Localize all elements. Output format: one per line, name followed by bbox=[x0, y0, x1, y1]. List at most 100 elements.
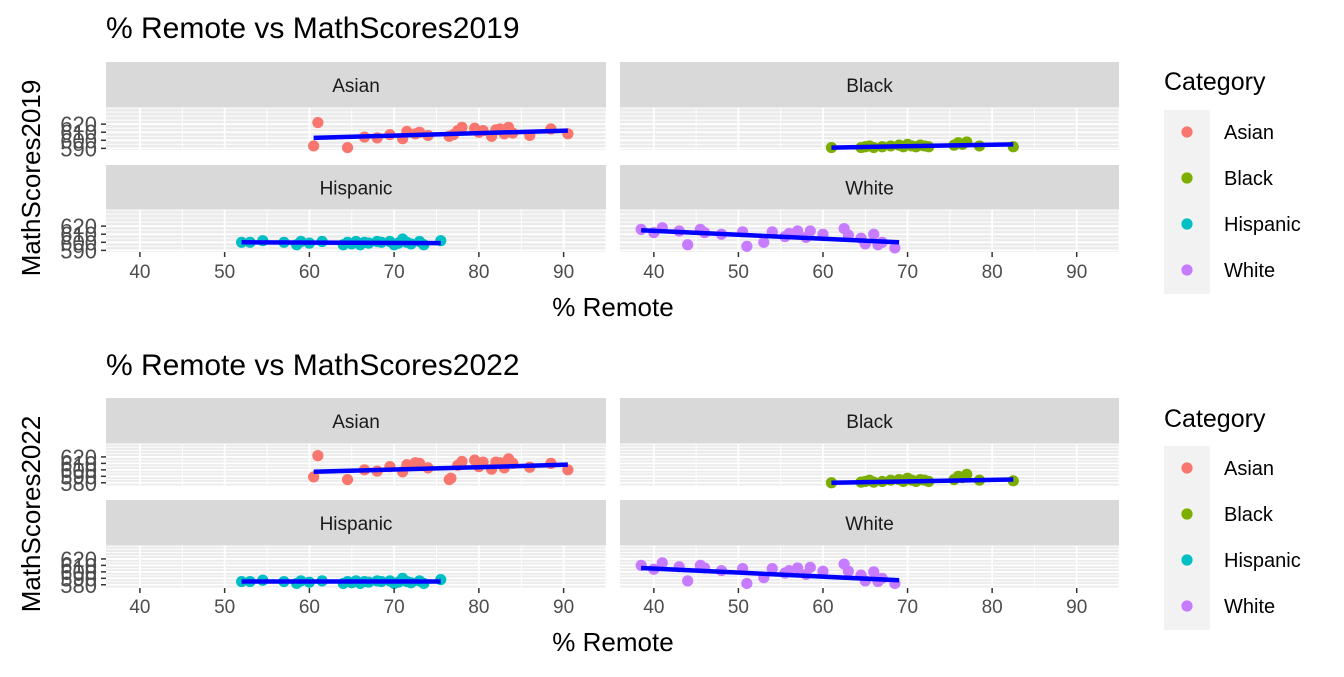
chart-panel-2: % Remote vs MathScores2022 MathScores2022… bbox=[16, 349, 1301, 657]
y-tick-label: 620 bbox=[60, 214, 97, 239]
trend-line bbox=[313, 128, 568, 141]
data-point bbox=[741, 577, 753, 590]
y-tick-label: 620 bbox=[60, 547, 97, 572]
data-point bbox=[792, 562, 804, 574]
facet-white: White 40 50 60 70 80 90 bbox=[620, 165, 1120, 283]
y-tick-label: 620 bbox=[60, 445, 97, 470]
facet-strip bbox=[620, 62, 1119, 108]
data-point bbox=[445, 472, 457, 484]
facet-black: Black bbox=[620, 398, 1120, 489]
data-point bbox=[456, 121, 468, 133]
chart-title: % Remote vs MathScores2019 bbox=[106, 12, 520, 45]
trend-line bbox=[831, 477, 1014, 486]
legend: Category Asian Black Hispanic White bbox=[1164, 405, 1301, 630]
x-tick-label: 90 bbox=[553, 597, 574, 618]
x-tick-label: 40 bbox=[643, 597, 664, 618]
y-tick-label: 610 bbox=[60, 222, 97, 247]
facet-strip-label: Hispanic bbox=[320, 179, 393, 200]
facet-strip-label: Asian bbox=[332, 412, 380, 433]
x-tick-label: 50 bbox=[728, 597, 749, 618]
legend-key-white bbox=[1181, 264, 1193, 276]
data-point bbox=[868, 566, 880, 578]
facet-black: Black bbox=[620, 62, 1120, 154]
trend-line bbox=[641, 565, 900, 583]
y-tick-label: 600 bbox=[60, 128, 97, 153]
x-axis-label: % Remote bbox=[552, 627, 673, 657]
y-tick-label: 610 bbox=[60, 553, 97, 578]
data-point bbox=[682, 575, 694, 587]
y-tick-label: 610 bbox=[60, 120, 97, 145]
trend-line bbox=[831, 142, 1014, 150]
x-tick-label: 80 bbox=[982, 597, 1003, 618]
facet-strip-label: White bbox=[845, 179, 894, 200]
x-tick-label: 40 bbox=[129, 262, 150, 283]
data-point bbox=[868, 228, 880, 240]
chart-title: % Remote vs MathScores2022 bbox=[106, 349, 520, 382]
legend-label-black: Black bbox=[1224, 168, 1274, 190]
legend-key-black bbox=[1181, 172, 1193, 184]
data-point bbox=[682, 239, 694, 251]
y-tick-label: 620 bbox=[60, 112, 97, 137]
facet-strip bbox=[106, 165, 606, 210]
legend-key-asian bbox=[1181, 462, 1193, 474]
data-point bbox=[741, 240, 753, 252]
data-point bbox=[817, 565, 829, 577]
x-tick-label: 80 bbox=[468, 262, 489, 283]
panel-background bbox=[106, 108, 606, 150]
data-point bbox=[235, 236, 248, 248]
x-tick-label: 60 bbox=[812, 262, 833, 283]
y-tick-label: 600 bbox=[60, 560, 97, 585]
trend-line bbox=[641, 227, 900, 245]
trend-line bbox=[313, 462, 568, 475]
facet-strip-label: White bbox=[845, 514, 894, 535]
x-tick-label: 50 bbox=[728, 262, 749, 283]
x-tick-label: 80 bbox=[468, 597, 489, 618]
trend-line bbox=[241, 240, 441, 246]
facet-strip-label: Black bbox=[846, 76, 893, 97]
data-point bbox=[562, 464, 574, 476]
data-point bbox=[766, 563, 778, 575]
facet-strip-label: Asian bbox=[332, 76, 380, 97]
facet-strip bbox=[106, 398, 606, 444]
legend-key-black bbox=[1181, 508, 1193, 520]
legend-label-hispanic: Hispanic bbox=[1224, 214, 1301, 236]
facet-strip bbox=[620, 165, 1119, 210]
y-tick-label: 580 bbox=[60, 573, 97, 598]
x-tick-label: 70 bbox=[897, 597, 918, 618]
data-point bbox=[341, 473, 354, 486]
y-tick-label: 590 bbox=[60, 136, 97, 161]
data-point bbox=[804, 561, 816, 573]
data-point bbox=[961, 468, 973, 480]
legend-key-hispanic bbox=[1181, 554, 1193, 566]
y-tick-label: 590 bbox=[60, 566, 97, 591]
data-point bbox=[842, 565, 854, 577]
y-tick-label: 600 bbox=[60, 230, 97, 255]
x-tick-label: 90 bbox=[1066, 262, 1087, 283]
y-axis-label: MathScores2019 bbox=[16, 80, 46, 277]
legend-title: Category bbox=[1164, 405, 1266, 433]
data-point bbox=[889, 242, 901, 254]
y-tick-label: 590 bbox=[60, 238, 97, 263]
facet-strip bbox=[106, 62, 606, 108]
facet-strip bbox=[106, 500, 606, 546]
data-point bbox=[758, 236, 770, 248]
x-tick-label: 50 bbox=[214, 262, 235, 283]
y-tick-label: 590 bbox=[60, 464, 97, 489]
x-tick-label: 40 bbox=[643, 262, 664, 283]
x-tick-label: 60 bbox=[812, 597, 833, 618]
legend-key-asian bbox=[1181, 126, 1193, 138]
chart-panel-1: % Remote vs MathScores2019 MathScores2019… bbox=[16, 12, 1301, 322]
x-tick-label: 90 bbox=[553, 262, 574, 283]
data-point bbox=[235, 575, 248, 588]
facet-white: White 40 50 60 70 80 90 bbox=[620, 500, 1120, 618]
legend-label-white: White bbox=[1224, 260, 1275, 282]
y-tick-label: 600 bbox=[60, 458, 97, 483]
facet-strip-label: Black bbox=[846, 412, 893, 433]
legend-key-background bbox=[1164, 110, 1210, 294]
